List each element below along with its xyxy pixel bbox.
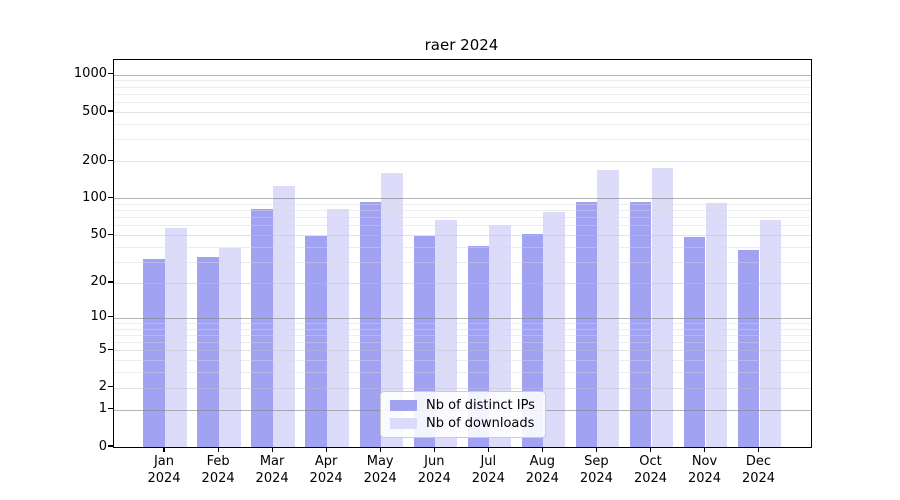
x-tick-label-feb: Feb 2024 — [201, 454, 235, 486]
x-tick-mark — [595, 447, 598, 452]
gridline — [114, 161, 811, 163]
legend-swatch-distinct-ips — [390, 400, 417, 411]
y-tick-label: 50 — [90, 226, 107, 242]
y-tick-mark — [108, 233, 113, 235]
y-tick-label: 0 — [98, 438, 107, 454]
x-tick-label-jul: Jul 2024 — [471, 454, 505, 486]
gridline — [114, 74, 811, 76]
y-tick-label: 2 — [98, 379, 107, 395]
gridline — [114, 102, 811, 104]
x-tick-label-sep: Sep 2024 — [579, 454, 613, 486]
x-tick-label-jan: Jan 2024 — [147, 454, 181, 486]
bar-nov-ips — [683, 237, 706, 447]
bar-apr-downloads — [327, 208, 349, 447]
bar-dec-downloads — [759, 219, 782, 447]
y-tick-label: 5 — [98, 341, 107, 357]
legend-item-downloads: Nb of downloads — [381, 416, 545, 431]
legend: Nb of distinct IPs Nb of downloads — [380, 391, 546, 438]
x-tick-label-nov: Nov 2024 — [687, 454, 722, 486]
gridline — [114, 112, 811, 113]
x-tick-mark — [325, 447, 327, 452]
x-tick-mark — [379, 447, 381, 452]
bar-apr-ips — [305, 236, 328, 447]
chart-title: raer 2024 — [424, 36, 499, 54]
bar-sep-ips — [575, 202, 598, 447]
x-tick-mark — [649, 447, 652, 452]
y-tick-mark — [108, 196, 113, 198]
plot-area — [113, 59, 812, 448]
y-tick-label: 500 — [82, 103, 107, 119]
bar-oct-ips — [629, 202, 652, 447]
x-tick-mark — [217, 447, 219, 452]
bar-jan-downloads — [165, 228, 187, 447]
y-tick-mark — [108, 281, 113, 283]
x-tick-mark — [757, 447, 760, 452]
y-tick-label: 1 — [98, 401, 107, 417]
x-tick-mark — [163, 447, 165, 452]
x-tick-mark — [703, 447, 706, 452]
y-tick-mark — [108, 386, 113, 388]
y-tick-label: 100 — [82, 189, 107, 205]
y-tick-label: 200 — [82, 152, 107, 168]
legend-label-distinct-ips: Nb of distinct IPs — [426, 398, 535, 413]
x-tick-label-may: May 2024 — [363, 454, 397, 486]
gridline — [114, 139, 811, 141]
bar-aug-downloads — [543, 211, 565, 447]
legend-swatch-downloads — [390, 418, 417, 429]
bar-mar-ips — [251, 208, 274, 447]
bar-dec-ips — [737, 249, 760, 447]
x-tick-label-jun: Jun 2024 — [417, 454, 451, 486]
bar-may-ips — [359, 202, 382, 447]
x-tick-mark — [487, 447, 489, 452]
bar-sep-downloads — [597, 170, 620, 447]
legend-item-distinct-ips: Nb of distinct IPs — [381, 398, 545, 413]
bar-jan-ips — [143, 258, 165, 447]
x-tick-mark — [271, 447, 273, 452]
y-tick-label: 1000 — [73, 66, 107, 82]
gridline — [114, 123, 811, 125]
y-tick-label: 20 — [90, 274, 107, 290]
y-tick-mark — [108, 408, 113, 410]
y-tick-mark — [108, 110, 113, 112]
bar-mar-downloads — [273, 185, 295, 447]
y-tick-mark — [108, 445, 113, 447]
bar-may-downloads — [381, 173, 403, 447]
y-tick-mark — [108, 316, 113, 318]
gridline — [114, 86, 811, 88]
gridline — [114, 198, 811, 200]
legend-label-downloads: Nb of downloads — [426, 416, 535, 431]
x-tick-mark — [433, 447, 435, 452]
y-tick-label: 10 — [90, 309, 107, 325]
bar-feb-ips — [197, 256, 219, 447]
x-tick-label-mar: Mar 2024 — [255, 454, 289, 486]
x-tick-label-oct: Oct 2024 — [633, 454, 668, 486]
y-tick-mark — [108, 159, 113, 161]
bar-nov-downloads — [705, 203, 728, 447]
x-tick-label-aug: Aug 2024 — [525, 454, 559, 486]
bar-jun-downloads — [435, 219, 457, 447]
y-tick-mark — [108, 73, 113, 75]
bar-oct-downloads — [651, 167, 674, 447]
x-tick-label-dec: Dec 2024 — [741, 454, 776, 486]
x-tick-mark — [541, 447, 543, 452]
bar-feb-downloads — [219, 248, 241, 447]
x-tick-label-apr: Apr 2024 — [309, 454, 343, 486]
gridline — [114, 93, 811, 95]
gridline — [114, 80, 811, 82]
y-tick-mark — [108, 348, 113, 351]
